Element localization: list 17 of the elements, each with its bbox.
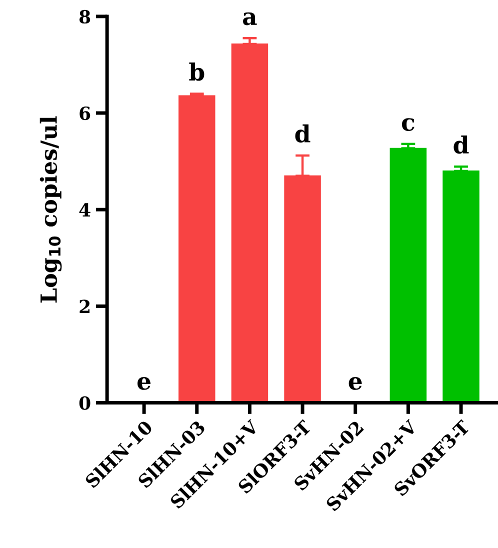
annotation: d [454,135,469,154]
annotation: d [295,124,310,143]
annotation: a [243,12,257,26]
annotation: c [402,118,414,132]
annotation: e [138,376,150,390]
y-tick-label: 0 [79,396,90,410]
y-tick-label: 8 [79,10,90,24]
y-tick-label: 6 [80,106,90,120]
y-tick-label: 2 [80,300,90,314]
annotation: e [348,376,362,390]
annotation: b [189,62,204,81]
bar [390,148,427,403]
y-tick-label: 4 [79,203,90,216]
bar [231,44,268,403]
bar [178,95,216,403]
bar [442,170,480,403]
y-axis-title: Log$_{10}$ copies/ul [40,116,62,303]
